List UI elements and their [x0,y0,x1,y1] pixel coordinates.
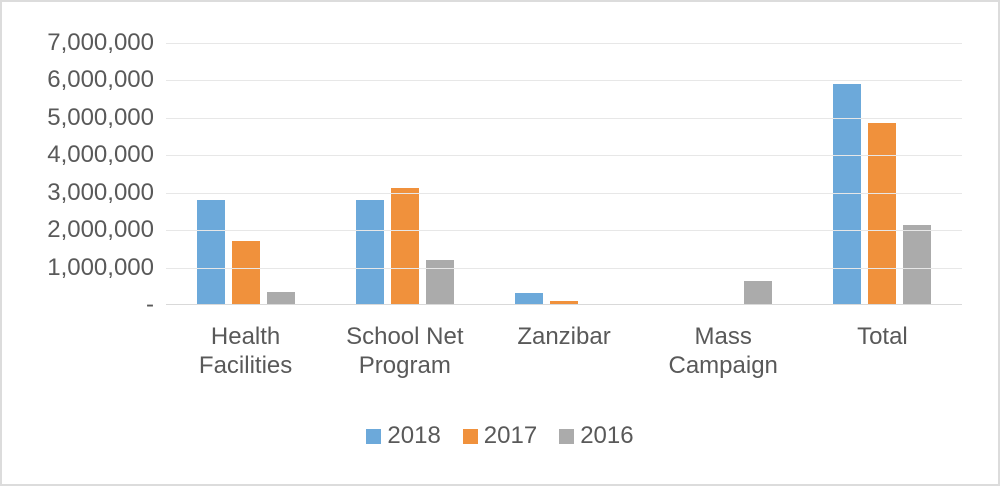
y-tick-label: 4,000,000 [47,141,154,169]
bar-2017-zanzibar [550,301,578,304]
bar-2016-mass-campaign [744,280,773,304]
legend-swatch-icon [366,428,382,444]
legend-item-2016: 2016 [559,422,634,450]
bar-group-total [803,43,962,304]
gridline [166,155,962,157]
bar-2016-health-facilities [266,292,295,304]
y-tick-label: 3,000,000 [47,178,154,206]
x-axis: Health Facilities School Net Program Zanzi… [166,322,962,380]
gridline [166,80,962,82]
bar-group-mass-campaign [644,43,803,304]
gridline [166,192,962,194]
bar-group-school-net-program [325,43,484,304]
bar-2016-total [903,224,932,304]
y-axis: 7,000,000 6,000,000 5,000,000 4,000,000 3,00… [2,29,154,318]
y-tick-label: 2,000,000 [47,216,154,244]
x-category-label: Zanzibar [517,323,611,350]
bar-2018-health-facilities [196,199,225,304]
y-tick-label: 6,000,000 [47,66,154,94]
y-tick-label: 1,000,000 [47,253,154,281]
bar-group-health-facilities [166,43,325,304]
legend-swatch-icon [462,428,478,444]
y-tick-label: 7,000,000 [47,29,154,56]
legend-label: 2016 [580,422,634,449]
bar-2017-school-net-program [390,188,419,304]
y-tick-label: 5,000,000 [47,103,154,131]
bar-2018-total [833,84,862,304]
bar-2017-health-facilities [231,241,260,304]
bar-group-zanzibar [484,43,643,304]
legend-item-2018: 2018 [366,422,441,450]
x-category-label: School Net Program [346,323,464,379]
bar-2017-total [868,122,897,304]
legend-label: 2017 [483,422,538,449]
legend-swatch-icon [559,428,575,444]
gridline [166,230,962,232]
gridline [166,267,962,269]
bars-container [166,43,962,304]
gridline [166,43,962,44]
y-tick-label: - [146,291,154,318]
x-category-label: Total [857,323,908,350]
bar-2018-school-net-program [355,199,384,304]
x-category-label: Health Facilities [198,323,293,379]
legend: 2018 2017 2016 [2,422,998,450]
bar-2016-school-net-program [425,259,454,304]
bar-2018-zanzibar [515,292,543,304]
x-category-label: Mass Campaign [668,323,778,379]
legend-label: 2018 [387,422,441,449]
gridline [166,117,962,119]
plot-area [166,43,962,305]
legend-item-2017: 2017 [462,422,538,450]
